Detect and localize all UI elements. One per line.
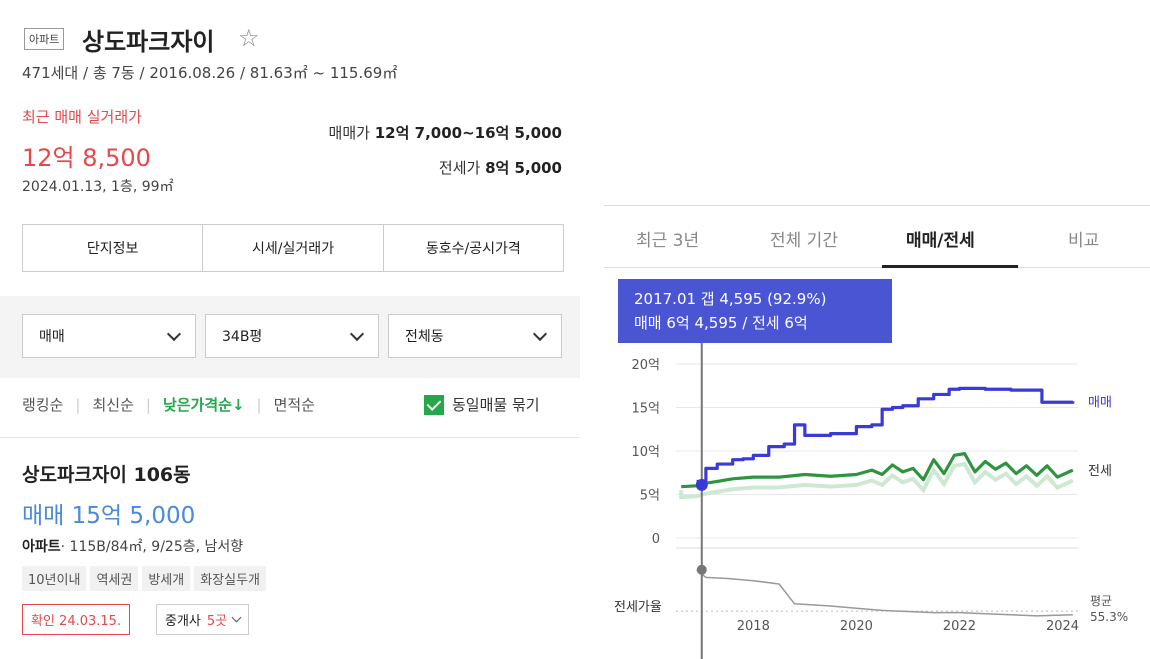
property-type-badge: 아파트 — [24, 28, 65, 50]
chevron-down-icon — [532, 326, 548, 341]
group-duplicates-toggle[interactable]: 동일매물 묶기 — [424, 394, 540, 415]
y-tick-label: 15억 — [631, 402, 660, 417]
listing-tags: 10년이내 역세권 방세개 화장실두개 — [22, 566, 267, 591]
marker-dot-ratio — [696, 564, 707, 575]
ratio-label: 전세가율 — [614, 600, 662, 615]
jeonse-range-shadow — [679, 461, 1074, 500]
listing-details: 아파트· 115B/84㎡, 9/25층, 남서향 — [22, 536, 243, 556]
series-line-jeonse — [681, 452, 1074, 489]
jeonse-price-range: 전세가 8억 5,000 — [439, 157, 562, 178]
info-tabs: 단지정보 시세/실거래가 동호수/공시가격 — [22, 224, 564, 272]
chevron-down-icon — [231, 612, 242, 623]
legend-sale: 매매 — [1088, 395, 1112, 410]
y-tick-label: 10억 — [631, 445, 660, 460]
tab-complex-info[interactable]: 단지정보 — [23, 225, 204, 271]
recent-price-label: 최근 매매 실거래가 — [22, 108, 142, 126]
tab-recent-3y[interactable]: 최근 3년 — [636, 231, 700, 251]
chevron-down-icon — [349, 326, 365, 341]
divider: | — [256, 395, 262, 414]
sort-ranking[interactable]: 랭킹순 — [22, 396, 64, 414]
sort-latest[interactable]: 최신순 — [92, 396, 134, 414]
group-duplicates-label: 동일매물 묶기 — [452, 396, 540, 414]
confirmed-date-badge: 확인 24.03.15. — [22, 604, 131, 635]
agent-label: 중개사 — [165, 614, 201, 629]
agent-dropdown[interactable]: 중개사 5곳 — [156, 604, 250, 635]
apartment-name: 상도파크자이 — [82, 28, 215, 56]
marker-dot-sale — [695, 478, 708, 491]
active-tab-indicator — [882, 265, 1018, 268]
divider — [0, 437, 580, 438]
tab-market-price[interactable]: 시세/실거래가 — [203, 225, 384, 271]
divider: | — [75, 395, 81, 414]
tooltip-gap: 2017.01 갭 4,595 (92.9%) — [634, 290, 827, 308]
sort-options: 랭킹순 | 최신순 | 낮은가격순↓ | 면적순 — [22, 394, 315, 415]
price-chart-panel: 최근 3년 전체 기간 매매/전세 비교 20억 15억 10억 5억 0 2018 202… — [604, 205, 1150, 659]
jeonse-range-label: 전세가 — [438, 159, 481, 177]
dong-value: 전체동 — [405, 329, 444, 345]
sale-price-range: 매매가 12억 7,000~16억 5,000 — [329, 122, 562, 143]
x-tick-label: 2020 — [840, 619, 873, 634]
chart-tooltip: 2017.01 갭 4,595 (92.9%) 매매 6억 4,595 / 전세… — [618, 279, 892, 343]
x-tick-label: 2018 — [737, 619, 770, 634]
dong-select[interactable]: 전체동 — [388, 314, 562, 358]
tag: 10년이내 — [22, 566, 87, 591]
tab-unit-price[interactable]: 동호수/공시가격 — [425, 241, 521, 257]
agent-count: 5곳 — [206, 614, 228, 629]
size-value: 34B평 — [222, 329, 263, 345]
chart-tabs: 최근 3년 전체 기간 매매/전세 비교 — [604, 206, 1150, 268]
legend-jeonse: 전세 — [1088, 464, 1112, 479]
recent-price-value: 12억 8,500 — [22, 144, 151, 172]
tab-compare[interactable]: 비교 — [1068, 231, 1100, 251]
y-tick-label: 20억 — [631, 358, 660, 373]
listing-type: 아파트 — [22, 539, 61, 555]
jeonse-range-value: 8억 5,000 — [485, 159, 562, 177]
x-tick-label: 2022 — [943, 619, 976, 634]
series-line-sale — [696, 386, 1075, 484]
listing-spec: · 115B/84㎡, 9/25층, 남서향 — [60, 539, 244, 555]
tab-all-period[interactable]: 전체 기간 — [770, 231, 838, 251]
size-select[interactable]: 34B평 — [205, 314, 379, 358]
average-value: 55.3% — [1090, 610, 1128, 624]
tag: 방세개 — [142, 566, 191, 591]
tooltip-prices: 매매 6억 4,595 / 전세 6억 — [634, 314, 808, 332]
sort-area[interactable]: 면적순 — [273, 396, 315, 414]
average-label: 평균 — [1090, 594, 1112, 608]
chevron-down-icon — [166, 326, 182, 341]
listing-price: 매매 15억 5,000 — [22, 503, 196, 529]
filter-bar: 매매 34B평 전체동 — [0, 296, 580, 378]
recent-price-date: 2024.01.13, 1층, 99㎡ — [22, 179, 174, 195]
trade-type-value: 매매 — [39, 329, 65, 345]
tag: 화장실두개 — [194, 566, 267, 591]
y-tick-label: 5억 — [640, 489, 660, 504]
tab-sale-jeonse[interactable]: 매매/전세 — [906, 231, 975, 251]
tag: 역세권 — [90, 566, 139, 591]
sale-range-label: 매매가 — [328, 124, 370, 142]
sale-range-value: 12억 7,000~16억 5,000 — [374, 124, 562, 142]
trade-type-select[interactable]: 매매 — [22, 314, 196, 358]
favorite-star-icon[interactable]: ☆ — [238, 24, 260, 52]
listing-title[interactable]: 상도파크자이 106동 — [22, 464, 191, 486]
sort-low-price[interactable]: 낮은가격순↓ — [162, 396, 245, 414]
y-tick-label: 0 — [652, 532, 660, 547]
series-line-ratio — [696, 569, 1073, 617]
checkbox-checked-icon[interactable] — [424, 394, 444, 415]
x-tick-label: 2024 — [1046, 619, 1079, 634]
divider: | — [145, 395, 151, 414]
listing-panel: 아파트 상도파크자이 ☆ 471세대 / 총 7동 / 2016.08.26 /… — [0, 0, 580, 659]
apartment-summary: 471세대 / 총 7동 / 2016.08.26 / 81.63㎡ ~ 115… — [22, 64, 398, 82]
